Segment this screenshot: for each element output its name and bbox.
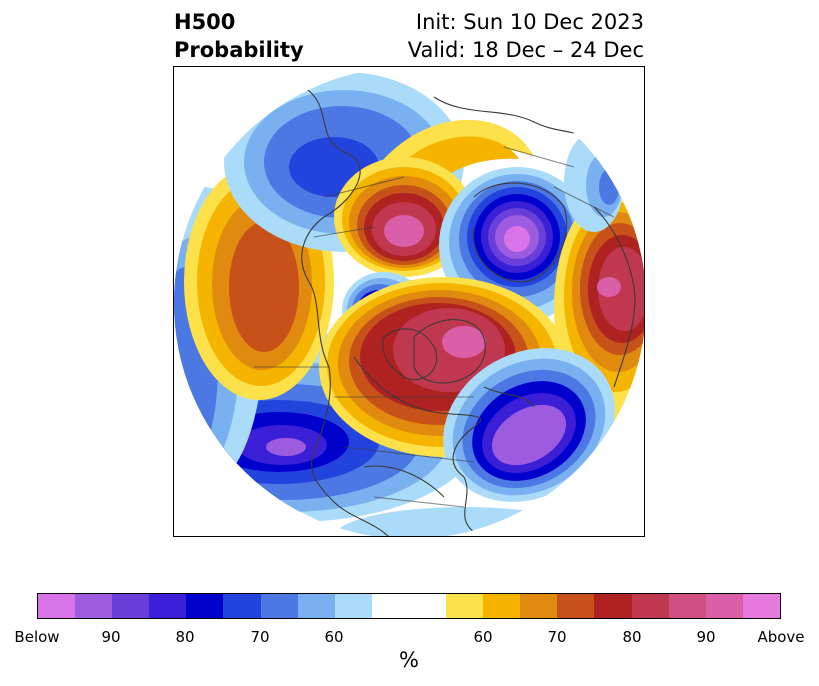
colorbar-cell <box>38 594 76 618</box>
colorbar-tick-label: 90 <box>101 628 121 646</box>
colorbar-cell <box>371 594 409 618</box>
colorbar-unit-label: % <box>399 648 419 672</box>
colorbar-tick-label: 80 <box>175 628 195 646</box>
colorbar-cell <box>631 594 669 618</box>
colorbar-cell <box>186 594 224 618</box>
init-date: Init: Sun 10 Dec 2023 <box>415 10 644 34</box>
map-panel <box>173 66 645 537</box>
colorbar-cell <box>408 594 447 618</box>
chart-title: H500 Probability <box>174 8 304 64</box>
colorbar-cell <box>483 594 521 618</box>
colorbar-tick-label: 70 <box>250 628 270 646</box>
colorbar-tick-label: 80 <box>622 628 642 646</box>
colorbar-tick-label: Above <box>757 628 805 646</box>
colorbar-cell <box>557 594 595 618</box>
valid-range: Valid: 18 Dec – 24 Dec <box>407 38 644 62</box>
anomaly-above-north-center <box>334 157 474 277</box>
colorbar-cell <box>297 594 335 618</box>
date-info: Init: Sun 10 Dec 2023 Valid: 18 Dec – 24… <box>408 8 644 64</box>
colorbar-tick-label: Below <box>14 628 60 646</box>
colorbar <box>37 593 781 619</box>
anomaly-above-west <box>184 164 334 400</box>
colorbar-tick-label: 60 <box>473 628 493 646</box>
colorbar-cell <box>334 594 372 618</box>
colorbar-cell <box>260 594 298 618</box>
colorbar-cell <box>520 594 558 618</box>
colorbar-cell <box>446 594 484 618</box>
colorbar-tick-label: 90 <box>696 628 716 646</box>
colorbar-tick-label: 70 <box>547 628 567 646</box>
colorbar-cell <box>223 594 261 618</box>
colorbar-cell <box>742 594 780 618</box>
colorbar-cell <box>149 594 187 618</box>
anomaly-below-southeast <box>443 348 615 502</box>
polar-map <box>174 67 644 536</box>
colorbar-cell <box>75 594 113 618</box>
colorbar-cell <box>668 594 706 618</box>
colorbar-tick-label: 60 <box>324 628 344 646</box>
colorbar-cell <box>705 594 743 618</box>
anomaly-below-east-rim <box>564 132 624 232</box>
title-line-1: H500 <box>174 10 236 34</box>
coastlines <box>254 86 636 536</box>
title-line-2: Probability <box>174 38 304 62</box>
colorbar-cell <box>112 594 150 618</box>
colorbar-cell <box>594 594 632 618</box>
